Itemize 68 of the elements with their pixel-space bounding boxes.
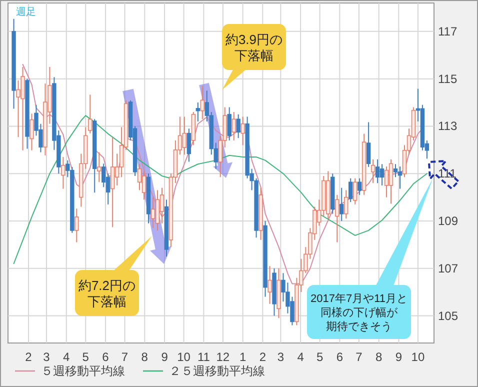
y-tick-label: 107: [438, 261, 458, 276]
candlestick: [97, 152, 102, 183]
y-tick-label: 115: [438, 72, 458, 86]
x-tick-label: 5: [82, 350, 90, 364]
x-tick-label: 8: [141, 350, 148, 364]
line-series: [13, 115, 428, 264]
x-tick-label: 4: [63, 350, 70, 364]
x-tick-label: 6: [102, 350, 110, 364]
candlestick: [335, 194, 340, 243]
candlestick: [232, 111, 236, 141]
candlestick: [186, 128, 192, 162]
x-tick-label: 9: [161, 350, 168, 364]
candlestick: [370, 158, 376, 184]
x-tick-label: 7: [356, 350, 363, 364]
candlestick: [357, 178, 362, 196]
candlestick: [110, 136, 115, 228]
x-tick-label: 5: [316, 350, 324, 364]
candlestick: [240, 116, 245, 146]
candlestick: [344, 190, 348, 220]
x-tick-label: 4: [297, 350, 304, 364]
candlestick: [348, 178, 353, 203]
x-tick-label: 2: [25, 350, 32, 364]
x-tick-label: 3: [277, 350, 284, 364]
y-tick-label: 105: [438, 308, 458, 323]
candlestick: [182, 116, 187, 156]
candlestick: [160, 187, 164, 224]
annotation: 約3.9円の下落幅: [225, 32, 283, 63]
candlestick: [384, 166, 389, 198]
candlestick: [375, 158, 380, 184]
y-tick-label: 109: [438, 214, 458, 228]
x-tick-label: 1: [239, 350, 246, 364]
candlestick: [227, 106, 232, 141]
candlestick: [388, 158, 394, 204]
x-tick-label: 9: [395, 350, 402, 364]
y-tick-label: 113: [438, 119, 458, 134]
candlestick: [150, 196, 156, 229]
candlestick: [137, 164, 142, 191]
candlestick: [268, 265, 272, 304]
x-tick-label: 10: [411, 350, 425, 364]
candlestick: [142, 170, 146, 200]
candlestick: [340, 187, 344, 222]
x-tick-label: 7: [121, 350, 128, 364]
candlestick: [200, 85, 204, 120]
candlestick: [366, 122, 371, 168]
legend-label: ２５週移動平均線: [169, 364, 265, 378]
annotation: 週足: [16, 7, 36, 18]
x-tick-label: 3: [43, 350, 50, 364]
candlestick: [236, 114, 240, 139]
x-tick-label: 2: [259, 350, 266, 364]
candlestick: [380, 164, 384, 186]
candlestick: [393, 164, 398, 178]
candlestick: [88, 94, 92, 134]
y-tick-label: 117: [438, 24, 458, 38]
candlestick: [398, 166, 402, 190]
candlestick: [196, 102, 200, 122]
candlestick: [155, 190, 160, 231]
candlestick: [352, 178, 358, 205]
candlestick: [30, 113, 34, 151]
x-tick-label: 8: [375, 350, 382, 364]
x-tick-label: 6: [336, 350, 344, 364]
x-tick-label: 12: [216, 350, 230, 364]
annotation: 約7.2円の下落幅: [78, 278, 136, 309]
annotation: 2017年7月や11月と同様の下げ幅が期待できそう: [310, 293, 408, 334]
legend-label: ５週移動平均線: [41, 364, 125, 378]
x-tick-label: 10: [177, 350, 191, 364]
candlestick: [61, 156, 66, 190]
x-tick-label: 11: [197, 350, 210, 364]
candlestick: [74, 208, 79, 243]
